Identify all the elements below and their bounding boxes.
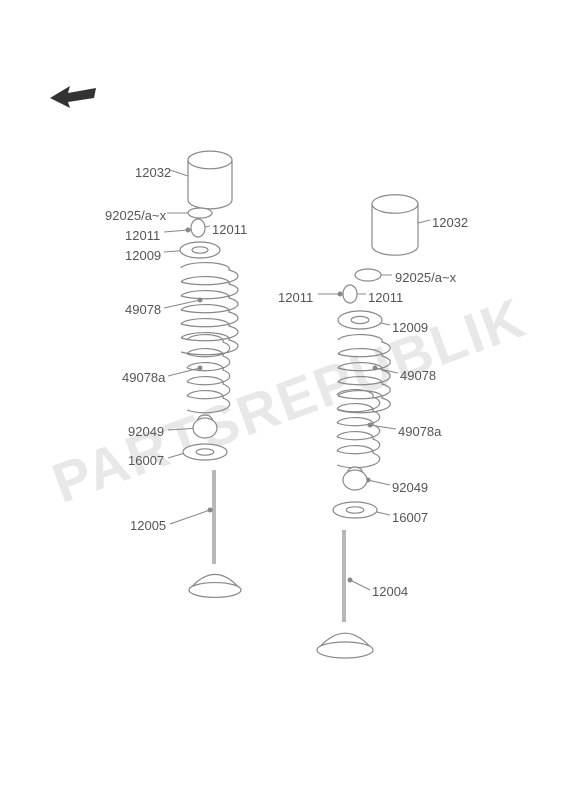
parts-diagram [0, 0, 578, 800]
